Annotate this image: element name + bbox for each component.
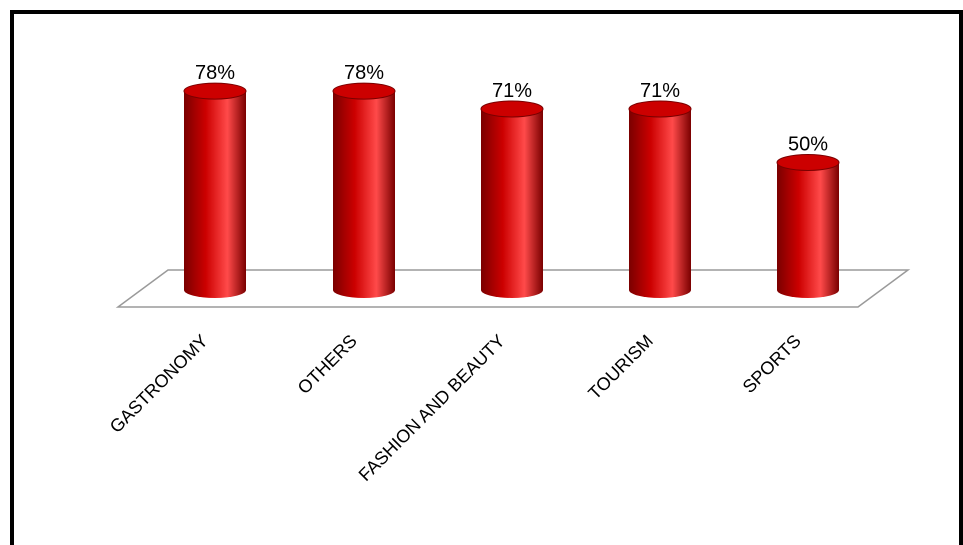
data-label-tourism: 71% [640,80,680,102]
chart-frame [10,10,963,545]
bar-fashion-and-beauty [480,100,544,298]
category-label-gastronomy: GASTRONOMY [106,331,212,437]
bar-body [629,108,691,298]
category-label-tourism: TOURISM [584,331,657,404]
data-label-others: 78% [344,62,384,84]
value-labels-group: 78% 78% 71% 71% 50% [195,62,828,155]
data-label-fashion-and-beauty: 71% [492,80,532,102]
category-label-sports: SPORTS [739,331,805,397]
category-label-fashion-and-beauty: FASHION AND BEAUTY [355,331,509,485]
data-label-sports: 50% [788,134,828,156]
bar-sports [776,154,840,298]
bar-body [481,108,543,298]
bar-gastronomy [183,82,247,298]
bar-body [184,91,246,298]
bar-others [332,82,396,298]
bar-top [332,82,396,100]
data-label-gastronomy: 78% [195,62,235,84]
bar-top [480,100,544,118]
bar-tourism [628,100,692,298]
bars-group [183,82,840,298]
bar-top [776,154,840,171]
bar-body [333,91,395,298]
category-label-others: OTHERS [294,331,361,398]
bar-body [777,162,839,298]
bar-top [628,100,692,118]
bar-top [183,82,247,100]
